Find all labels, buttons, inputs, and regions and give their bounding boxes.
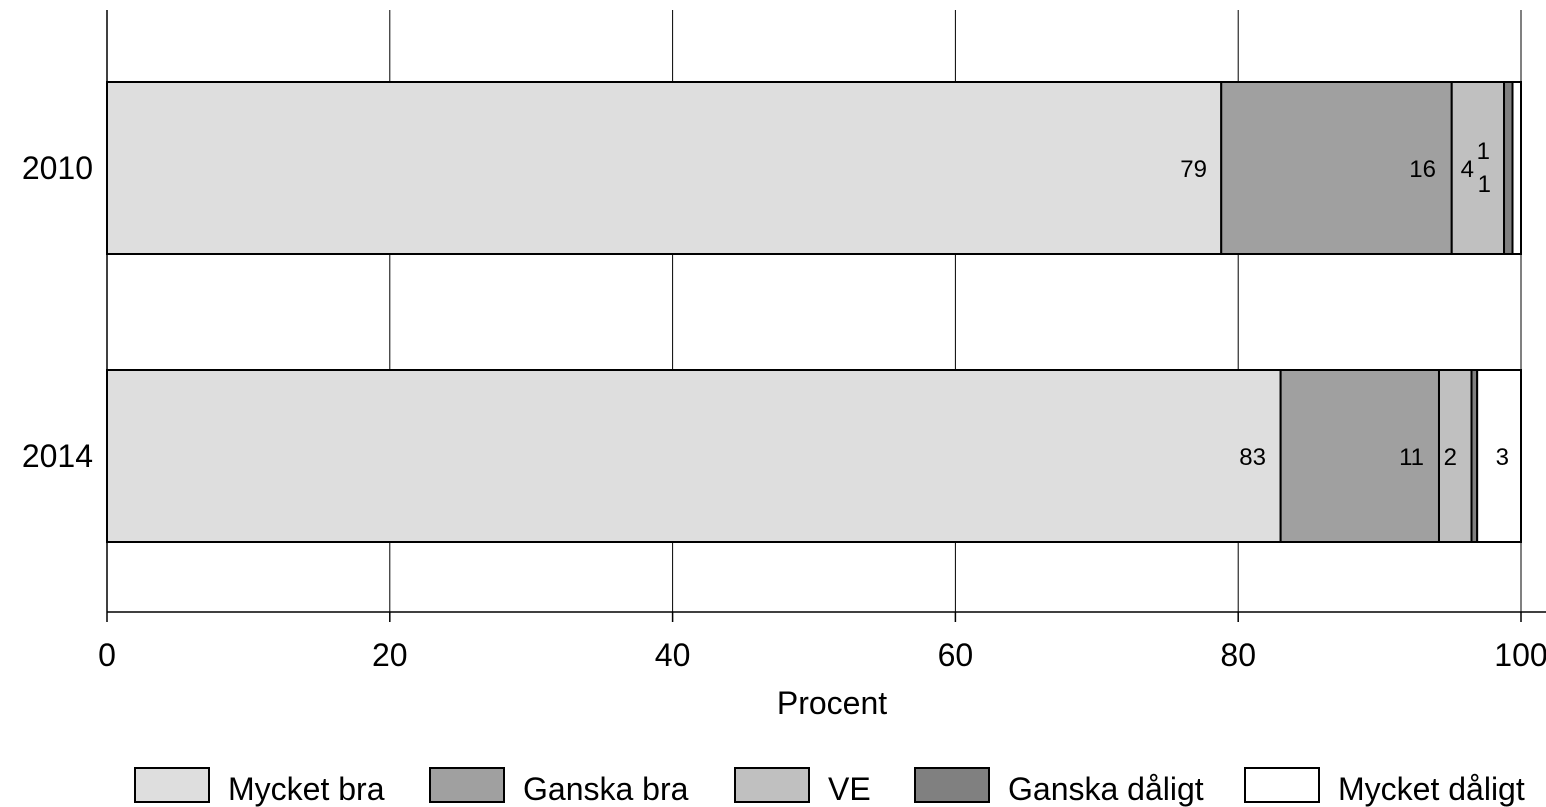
legend-label: Ganska bra (523, 771, 689, 807)
x-tick-label: 100 (1494, 637, 1546, 673)
legend-swatch (1244, 767, 1320, 803)
data-label: 1 (1477, 138, 1490, 165)
legend-swatch (734, 767, 810, 803)
bar-segment (1511, 81, 1522, 255)
data-label: 3 (1496, 444, 1509, 471)
x-axis-title: Procent (777, 685, 887, 721)
data-label: 4 (1461, 156, 1474, 183)
data-label: 11 (1399, 444, 1424, 471)
legend-label: Ganska dåligt (1008, 771, 1204, 807)
legend: Mycket bra Ganska bra VE Ganska dåligt Mycke… (134, 767, 1525, 807)
legend-swatch (914, 767, 990, 803)
data-label: 16 (1409, 156, 1436, 183)
legend-label: Mycket bra (228, 771, 385, 807)
bar-segment (106, 369, 1282, 543)
x-tick-label: 60 (938, 637, 974, 673)
legend-swatch (134, 767, 210, 803)
x-tick-label: 80 (1220, 637, 1256, 673)
bar-segment (1450, 81, 1506, 255)
bar-segment (1503, 81, 1514, 255)
category-label: 2010 (22, 150, 93, 186)
x-axis: 0 20 40 60 80 100 (98, 611, 1546, 673)
x-tick-label: 0 (98, 637, 116, 673)
data-label: 79 (1180, 156, 1207, 183)
data-label: 1 (1478, 171, 1491, 198)
x-tick-label: 40 (655, 637, 691, 673)
legend-label: Mycket dåligt (1338, 771, 1525, 807)
legend-label: VE (828, 771, 871, 807)
data-label: 83 (1239, 444, 1266, 471)
bar-segment (106, 81, 1223, 255)
legend-swatch (429, 767, 505, 803)
bar-segment (1476, 369, 1523, 543)
bar-segment (1220, 81, 1453, 255)
category-label: 2014 (22, 438, 93, 474)
data-label: 2 (1444, 444, 1457, 471)
x-tick-label: 20 (372, 637, 408, 673)
